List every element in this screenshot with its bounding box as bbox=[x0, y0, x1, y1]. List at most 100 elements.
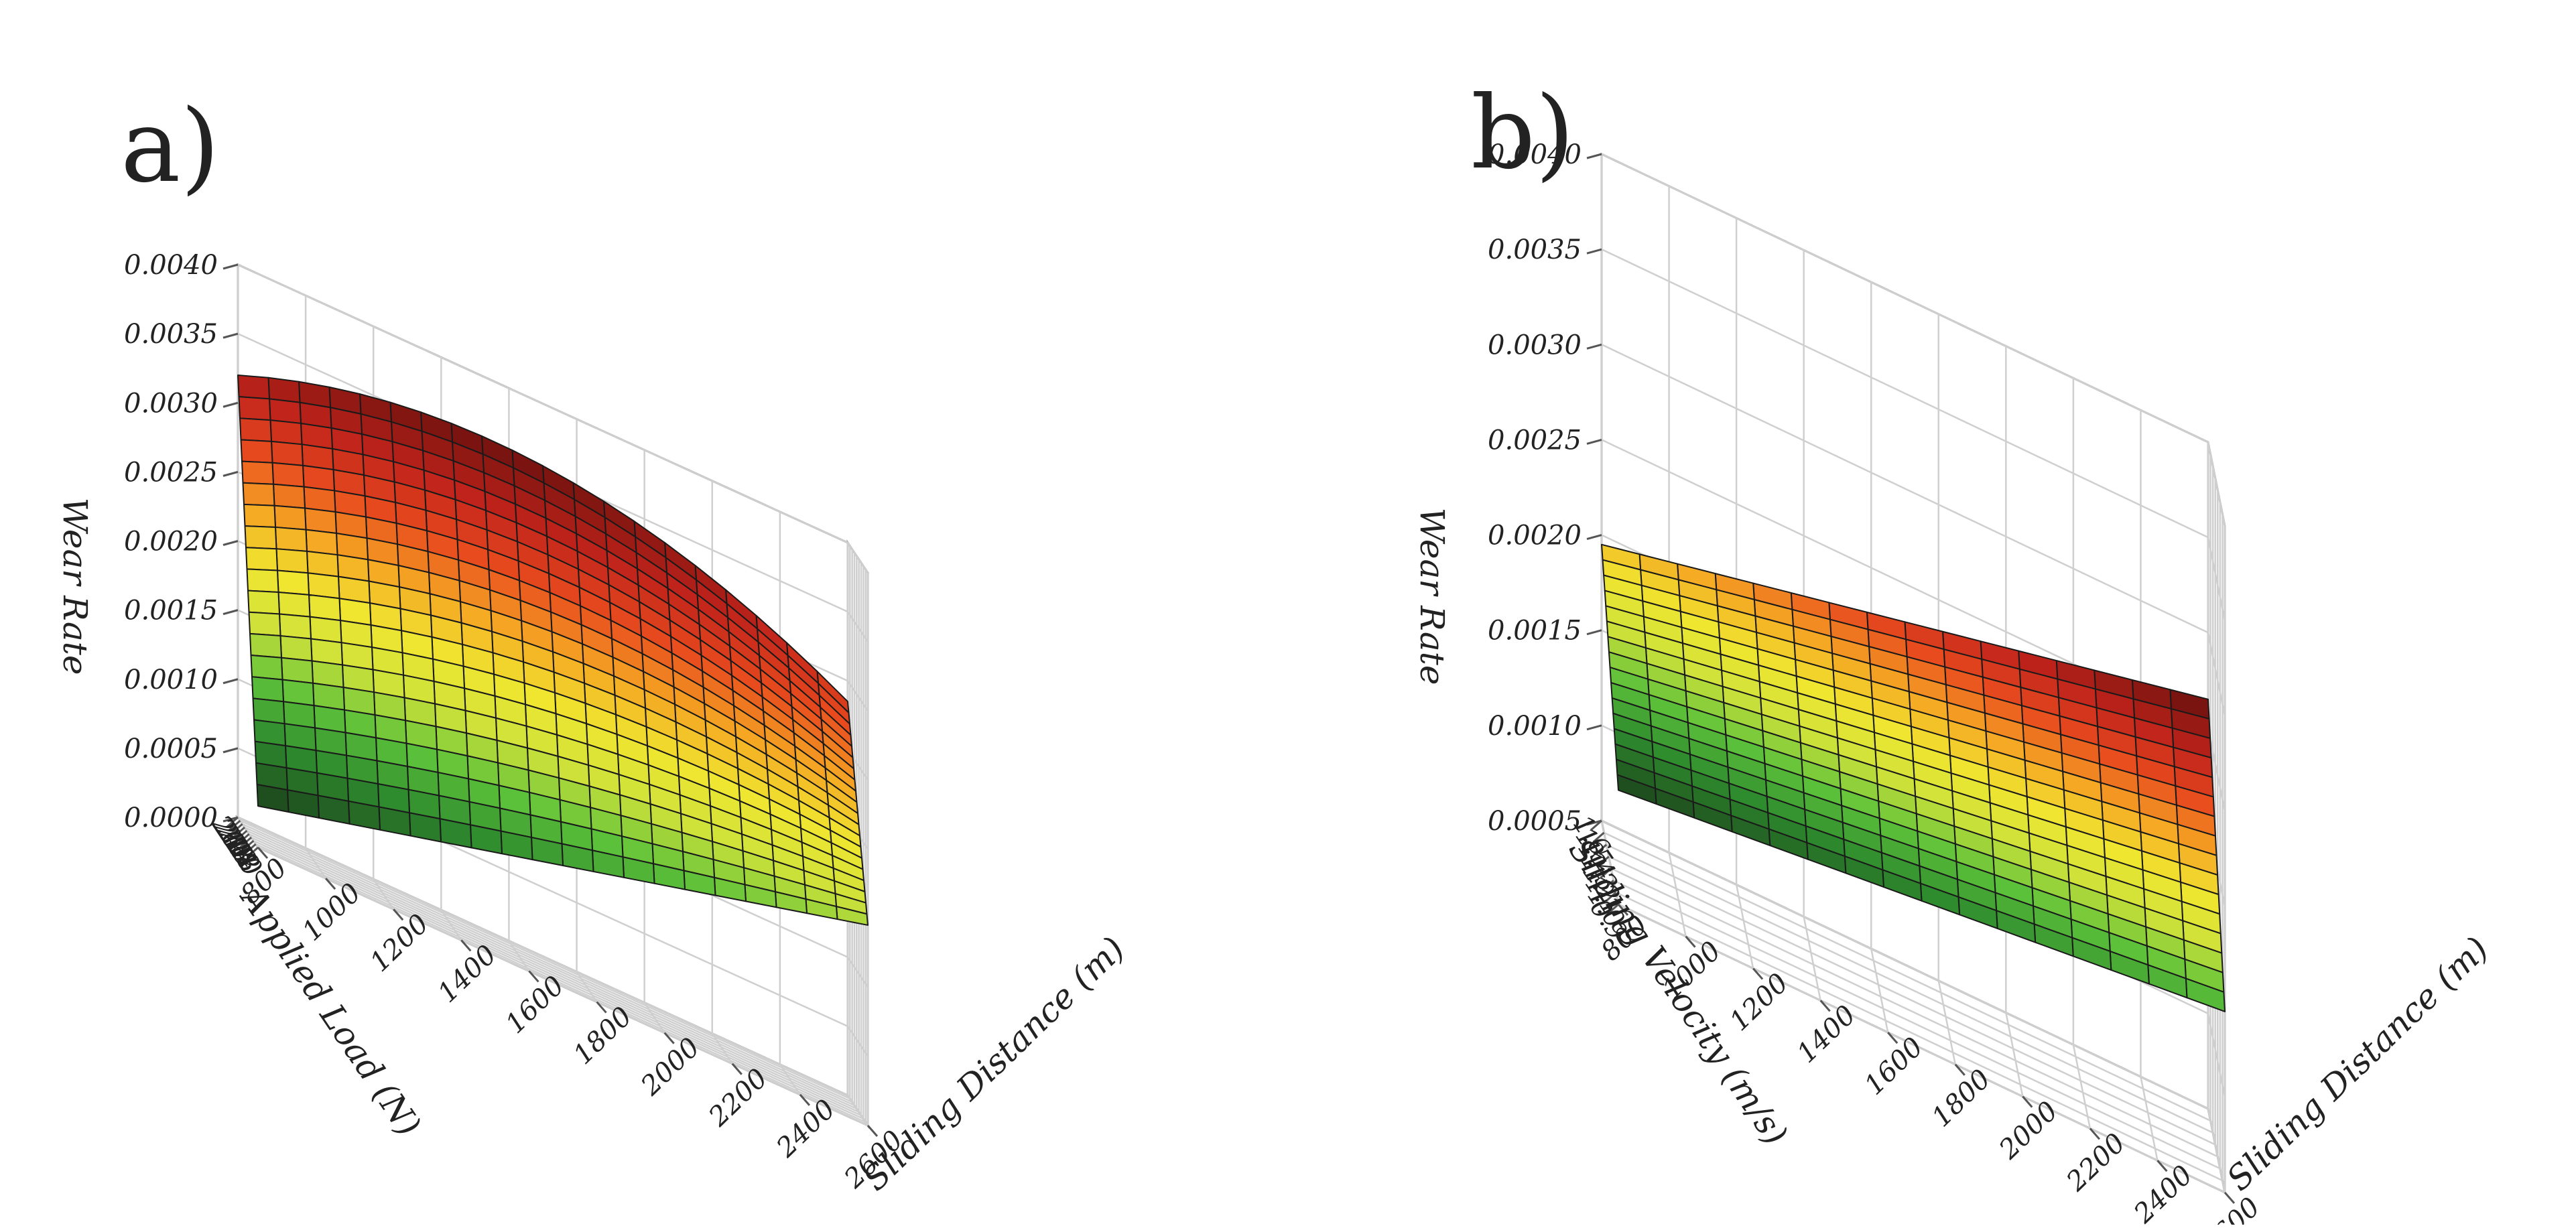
surface-cell bbox=[279, 613, 312, 640]
surface-cell bbox=[269, 398, 302, 424]
grid-line bbox=[237, 263, 869, 573]
grid-line bbox=[508, 940, 530, 972]
z-tick-mark bbox=[1586, 724, 1602, 731]
x-tick-mark bbox=[2089, 1128, 2101, 1140]
y-tick-mark bbox=[244, 843, 257, 855]
z-tick-label: 0.0010 bbox=[124, 665, 218, 695]
grid-line bbox=[576, 971, 598, 1003]
surface-cell bbox=[249, 632, 282, 659]
surface-cell bbox=[248, 611, 281, 637]
grid-line bbox=[2072, 1044, 2091, 1129]
grid-line bbox=[1615, 892, 2223, 1182]
x-tick-mark bbox=[257, 847, 269, 859]
z-tick-mark bbox=[1586, 534, 1602, 541]
x-tick-mark bbox=[799, 1093, 811, 1106]
x-tick-mark bbox=[1752, 967, 1764, 980]
grid-line bbox=[255, 843, 866, 1123]
grid-line bbox=[2005, 1012, 2024, 1097]
x-tick-mark bbox=[1954, 1063, 1966, 1076]
x-axis-label-b: Sliding Distance (m) bbox=[2219, 929, 2496, 1199]
z-tick-label: 0.0020 bbox=[1488, 521, 1582, 551]
z-tick-label: 0.0025 bbox=[1488, 425, 1582, 456]
grid-line bbox=[1604, 831, 2211, 1121]
grid-line bbox=[1613, 880, 2221, 1170]
grid-line bbox=[1601, 344, 2226, 717]
grid-line bbox=[237, 816, 869, 1126]
surface-cell bbox=[246, 568, 279, 593]
z-tick-mark bbox=[222, 540, 239, 546]
surface-cell bbox=[271, 440, 304, 466]
z-tick-label: 0.0035 bbox=[124, 319, 218, 350]
x-tick-mark bbox=[1819, 1000, 1831, 1012]
grid-line bbox=[1601, 819, 2226, 1193]
grid-line bbox=[1610, 868, 2218, 1158]
y-tick-mark bbox=[1602, 880, 1614, 891]
y-tick-mark bbox=[233, 826, 245, 838]
surface-cell bbox=[237, 374, 270, 400]
surface-mesh-a bbox=[237, 374, 868, 926]
grid-line bbox=[1937, 980, 1957, 1065]
z-tick-label: 0.0040 bbox=[1488, 139, 1582, 170]
grid-line bbox=[373, 878, 395, 910]
z-tick-label: 0.0035 bbox=[1488, 234, 1582, 265]
surface-plot-b: 0.0005 0.0010 0.0015 0.0020 0.0025 0.0030 0.00… bbox=[1413, 75, 2496, 1228]
grid-line bbox=[1600, 820, 1620, 905]
y-tick-mark bbox=[1592, 831, 1605, 843]
x-tick-mark bbox=[2224, 1192, 2236, 1204]
z-tick-label: 0.0005 bbox=[124, 734, 218, 764]
x-tick-label: 1600 bbox=[1859, 1032, 1929, 1101]
grid-line bbox=[1608, 856, 2216, 1146]
grid-line bbox=[1735, 884, 1754, 969]
y-tick-mark bbox=[242, 839, 255, 851]
surface-cell bbox=[275, 548, 309, 574]
y-tick-mark bbox=[1604, 892, 1617, 903]
surface-cell bbox=[273, 483, 306, 509]
grid-line bbox=[1668, 852, 1687, 937]
surface-cell bbox=[250, 655, 283, 681]
grid-line bbox=[251, 836, 862, 1117]
z-tick-mark bbox=[1586, 629, 1602, 636]
x-tick-label: 2000 bbox=[1993, 1095, 2064, 1165]
x-axis-label-a: Sliding Distance (m) bbox=[856, 929, 1133, 1199]
grid-line bbox=[1606, 843, 2213, 1134]
surface-cell bbox=[1616, 774, 1657, 805]
surface-cell bbox=[277, 569, 310, 596]
surface-cell bbox=[243, 503, 276, 528]
y-tick-mark bbox=[229, 819, 241, 831]
z-tick-mark bbox=[222, 678, 239, 685]
z-tick-label: 0.0000 bbox=[124, 803, 218, 833]
y-tick-mark bbox=[1590, 819, 1602, 831]
x-tick-mark bbox=[1887, 1032, 1898, 1044]
grid-line bbox=[244, 826, 855, 1107]
y-tick-mark bbox=[237, 833, 250, 845]
x-tick-mark bbox=[460, 939, 472, 952]
surface-cell bbox=[238, 396, 271, 421]
grid-line bbox=[643, 1002, 665, 1034]
grid-line bbox=[440, 909, 462, 941]
grid-line bbox=[2140, 1076, 2159, 1161]
surface-cell bbox=[277, 591, 311, 618]
z-tick-mark bbox=[222, 263, 239, 270]
grid-line bbox=[249, 833, 860, 1113]
panel-label-b: b) bbox=[1471, 75, 1575, 192]
surface-cell bbox=[239, 417, 272, 442]
surface-cell bbox=[275, 526, 308, 552]
y-tick-mark bbox=[227, 816, 239, 828]
x-tick-mark bbox=[324, 878, 336, 890]
z-axis-label-a: Wear Rate bbox=[56, 498, 94, 675]
y-tick-mark bbox=[1597, 856, 1610, 867]
x-tick-mark bbox=[1685, 935, 1696, 948]
surface-cell bbox=[271, 462, 305, 488]
x-tick-mark bbox=[2156, 1160, 2168, 1172]
surface-cell bbox=[281, 657, 314, 684]
x-tick-label: 1400 bbox=[1791, 1000, 1862, 1069]
surface-cell bbox=[245, 547, 278, 571]
x-tick-mark bbox=[528, 970, 539, 983]
x-tick-mark bbox=[866, 1125, 879, 1137]
grid-line bbox=[1870, 948, 1889, 1033]
z-tick-mark bbox=[222, 747, 239, 754]
surface-cell bbox=[240, 439, 273, 464]
z-tick-label: 0.0040 bbox=[124, 250, 218, 281]
